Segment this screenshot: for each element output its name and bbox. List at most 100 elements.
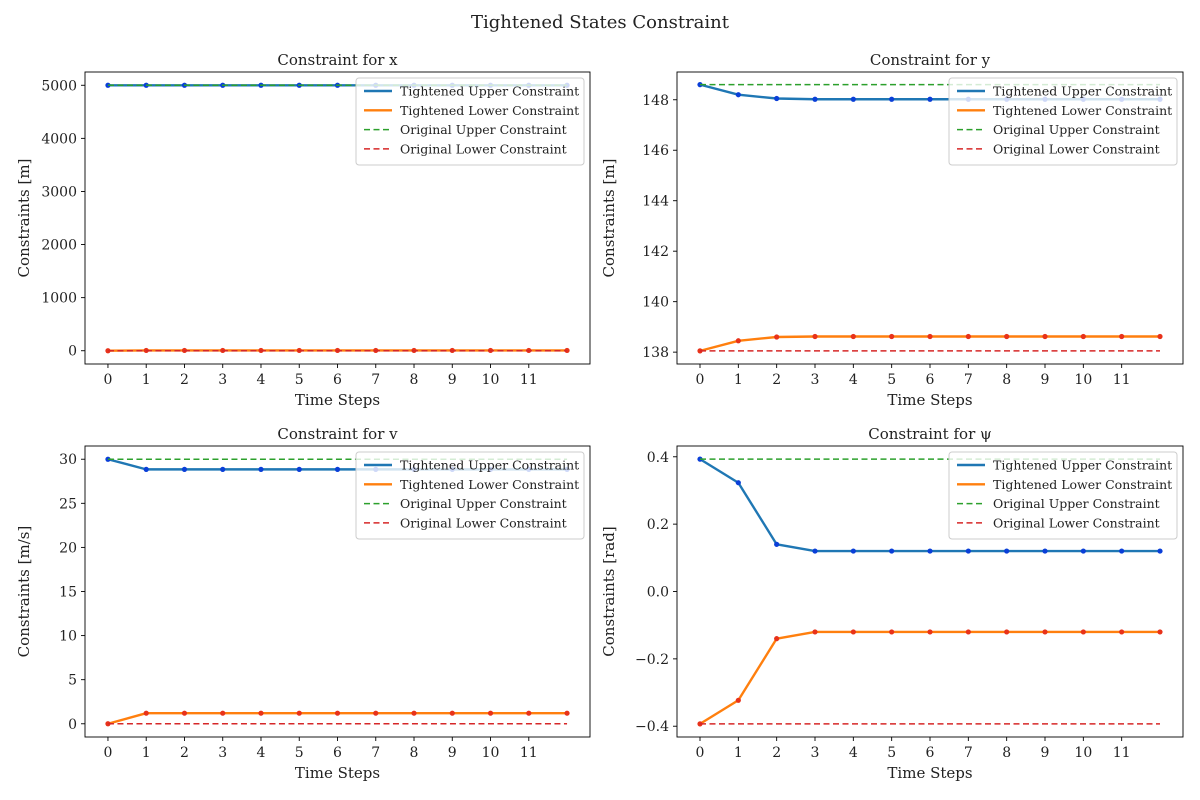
x-tick-label: 3 (218, 372, 227, 388)
y-tick-label: 144 (642, 194, 669, 210)
x-tick-label: 0 (696, 372, 705, 388)
x-tick-label: 10 (482, 745, 500, 761)
legend-label: Original Upper Constraint (400, 122, 567, 137)
data-point (1157, 333, 1163, 340)
data-point (965, 548, 971, 554)
data-point (850, 333, 856, 340)
x-tick-label: 7 (964, 372, 973, 388)
x-tick-label: 8 (410, 372, 419, 388)
data-point (1004, 629, 1010, 635)
y-axis-label: Constraints [m] (600, 159, 618, 278)
data-point (889, 629, 895, 635)
x-tick-label: 11 (1113, 745, 1131, 761)
data-point (220, 466, 226, 472)
x-tick-label: 5 (887, 372, 896, 388)
data-point (812, 96, 818, 102)
data-point (735, 480, 741, 486)
data-point (850, 96, 856, 102)
data-point (181, 710, 188, 716)
x-tick-label: 5 (295, 745, 304, 761)
legend-label: Tightened Upper Constraint (400, 458, 579, 473)
x-tick-label: 11 (520, 372, 538, 388)
x-tick-label: 1 (142, 745, 151, 761)
x-tick-label: 1 (734, 372, 743, 388)
y-tick-label: 142 (642, 244, 669, 260)
data-point (296, 710, 302, 716)
x-tick-label: 5 (295, 372, 304, 388)
data-point (889, 96, 895, 102)
x-tick-label: 4 (257, 745, 266, 761)
x-tick-label: 5 (887, 745, 896, 761)
data-point (526, 710, 532, 716)
data-point (1119, 629, 1125, 635)
x-tick-label: 8 (410, 745, 419, 761)
legend-label: Tightened Upper Constraint (993, 84, 1172, 99)
data-point (1119, 548, 1125, 554)
legend-box (355, 77, 585, 166)
legend-box (948, 77, 1178, 166)
subplot-title: Constraint for x (277, 51, 398, 69)
data-point (812, 629, 818, 635)
legend-label: Tightened Upper Constraint (993, 458, 1172, 473)
legend: Tightened Upper Constraint Tightened Lowe… (948, 451, 1178, 540)
data-point (1004, 548, 1010, 554)
x-tick-label: 4 (849, 372, 858, 388)
data-point (850, 548, 856, 554)
y-tick-label: 2000 (41, 238, 77, 254)
y-tick-label: −0.2 (635, 652, 669, 668)
x-tick-label: 10 (1074, 372, 1092, 388)
legend-label: Tightened Lower Constraint (400, 103, 579, 118)
data-point (181, 466, 188, 472)
x-tick-label: 2 (180, 372, 189, 388)
legend-label: Original Lower Constraint (993, 141, 1160, 156)
data-point (1157, 629, 1163, 635)
data-point (1080, 548, 1086, 554)
y-tick-label: 146 (642, 143, 669, 159)
y-tick-label: 25 (59, 496, 77, 512)
x-tick-label: 10 (482, 372, 500, 388)
y-axis-label: Constraints [m] (15, 159, 33, 278)
figure-title: Tightened States Constraint (471, 12, 730, 33)
data-point (774, 541, 780, 547)
x-axis-label: Time Steps (887, 391, 972, 409)
x-tick-label: 8 (1002, 745, 1011, 761)
y-tick-label: 20 (59, 540, 77, 556)
data-point (258, 710, 264, 716)
data-point (1004, 333, 1010, 340)
y-tick-label: 148 (642, 93, 669, 109)
x-tick-label: 3 (811, 372, 820, 388)
legend-label: Original Upper Constraint (993, 496, 1160, 511)
subplot-4: Constraint for ψ 0 1 2 3 4 5 6 7 8 9 10 11 −0.4 −0.2 0.… (600, 425, 1184, 782)
subplot-title: Constraint for ψ (868, 425, 992, 443)
x-tick-label: 7 (964, 745, 973, 761)
y-tick-label: 1000 (41, 291, 77, 307)
x-tick-label: 6 (926, 745, 935, 761)
y-tick-label: 0 (68, 344, 77, 360)
y-axis-label: Constraints [rad] (600, 526, 618, 656)
x-tick-label: 6 (926, 372, 935, 388)
x-tick-label: 7 (371, 372, 380, 388)
y-tick-label: 30 (59, 452, 77, 468)
data-point (965, 629, 971, 635)
legend-label: Tightened Lower Constraint (400, 477, 579, 492)
data-point (850, 629, 856, 635)
data-point (735, 92, 741, 98)
data-point (812, 548, 818, 554)
data-point (411, 710, 417, 716)
y-tick-label: 10 (59, 629, 77, 645)
x-tick-label: 0 (696, 745, 705, 761)
x-tick-label: 8 (1002, 372, 1011, 388)
data-point (812, 333, 818, 340)
data-point (1042, 333, 1048, 340)
data-point (1080, 333, 1086, 340)
data-point (889, 548, 895, 554)
x-tick-label: 9 (1041, 745, 1050, 761)
data-point (258, 466, 264, 472)
data-point (296, 466, 302, 472)
data-point (735, 338, 741, 344)
x-tick-label: 1 (734, 745, 743, 761)
x-tick-label: 9 (448, 372, 457, 388)
x-tick-label: 7 (371, 745, 380, 761)
x-tick-label: 2 (772, 372, 781, 388)
